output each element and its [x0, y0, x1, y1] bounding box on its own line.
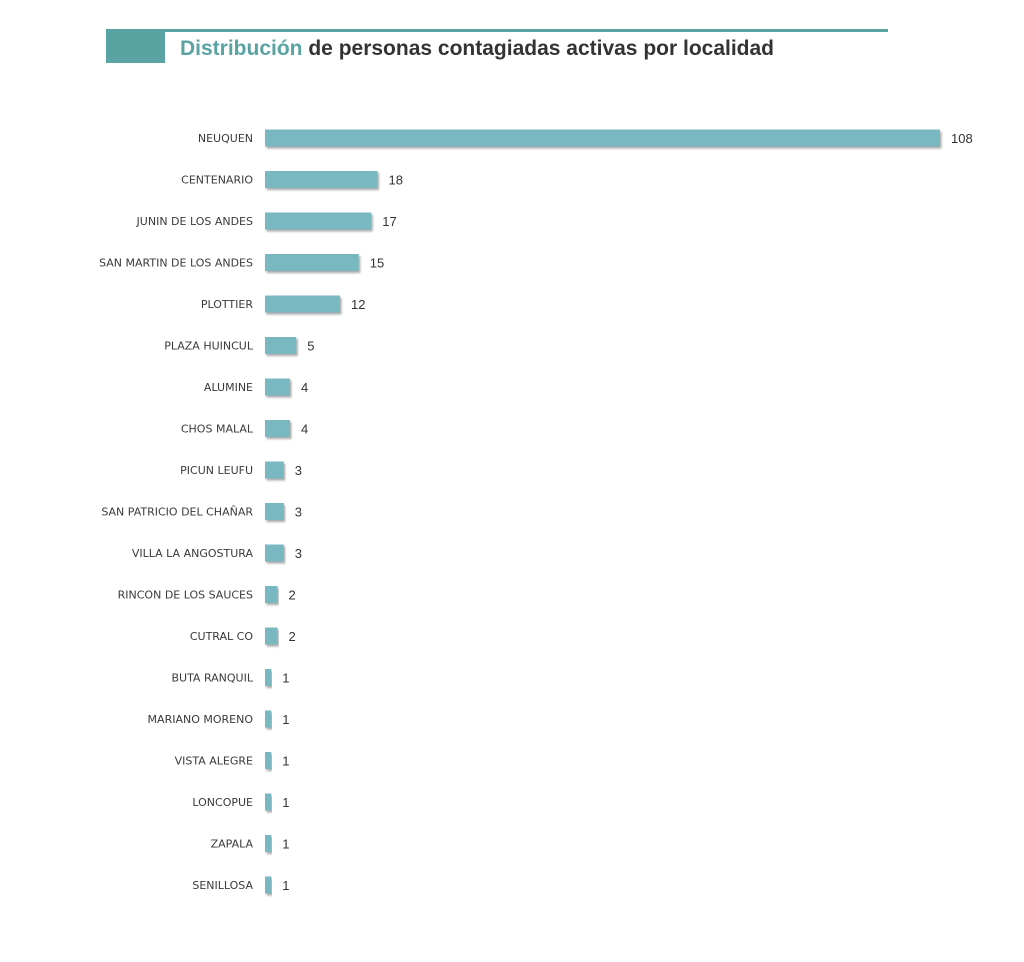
header-accent-block — [106, 32, 165, 63]
bar-san-patricio-del-chanar — [265, 503, 284, 520]
value-label-loncopue: 1 — [282, 795, 289, 810]
category-label-picun-leufu: PICUN LEUFU — [180, 464, 253, 477]
bar-mariano-moreno — [265, 710, 272, 728]
value-label-plottier: 12 — [351, 297, 365, 312]
category-label-neuquen: NEUQUEN — [198, 132, 253, 145]
category-label-mariano-moreno: MARIANO MORENO — [148, 713, 254, 726]
category-label-plaza-huincul: PLAZA HUINCUL — [164, 340, 254, 353]
category-label-vista-alegre: VISTA ALEGRE — [175, 755, 253, 768]
value-label-centenario: 18 — [389, 173, 403, 188]
bar-alumine — [265, 378, 290, 396]
bar-san-martin-de-los-andes — [265, 254, 359, 271]
value-label-chos-malal: 4 — [301, 422, 308, 437]
value-label-villa-la-angostura: 3 — [295, 546, 302, 561]
category-label-alumine: ALUMINE — [204, 381, 253, 394]
bar-zapala — [265, 835, 272, 852]
value-label-rincon-de-los-sauces: 2 — [289, 588, 296, 603]
bar-centenario — [265, 171, 378, 188]
category-label-villa-la-angostura: VILLA LA ANGOSTURA — [132, 547, 254, 560]
bar-villa-la-angostura — [265, 544, 284, 562]
value-label-cutral-co: 2 — [289, 629, 296, 644]
category-label-san-patricio-del-chanar: SAN PATRICIO DEL CHAÑAR — [101, 506, 253, 519]
bar-vista-alegre — [265, 752, 272, 769]
category-label-chos-malal: CHOS MALAL — [181, 423, 254, 436]
bar-cutral-co — [265, 627, 278, 645]
bar-junin-de-los-andes — [265, 212, 372, 230]
value-label-picun-leufu: 3 — [295, 463, 302, 478]
value-label-vista-alegre: 1 — [282, 754, 289, 769]
category-label-buta-ranquil: BUTA RANQUIL — [171, 672, 253, 685]
chart-title-rest: de personas contagiadas activas por loca… — [302, 37, 775, 60]
bar-buta-ranquil — [265, 669, 272, 686]
bar-plaza-huincul — [265, 337, 297, 354]
category-label-senillosa: SENILLOSA — [192, 879, 253, 892]
value-label-senillosa: 1 — [282, 878, 289, 893]
chart-title-highlight: Distribución — [180, 37, 303, 60]
category-label-rincon-de-los-sauces: RINCON DE LOS SAUCES — [118, 589, 253, 602]
bar-neuquen — [265, 129, 940, 147]
bars-group: NEUQUEN 108 CENTENARIO 18 JUNIN DE LOS ANDES… — [99, 129, 973, 894]
bar-loncopue — [265, 793, 272, 811]
category-label-loncopue: LONCOPUE — [192, 796, 253, 809]
bar-senillosa — [265, 876, 272, 894]
value-label-mariano-moreno: 1 — [282, 712, 289, 727]
category-label-junin-de-los-andes: JUNIN DE LOS ANDES — [136, 215, 253, 228]
header-rule — [106, 29, 888, 32]
value-label-junin-de-los-andes: 17 — [382, 214, 396, 229]
category-label-cutral-co: CUTRAL CO — [190, 630, 253, 643]
value-label-plaza-huincul: 5 — [307, 339, 314, 354]
category-label-centenario: CENTENARIO — [181, 174, 253, 187]
value-label-alumine: 4 — [301, 380, 308, 395]
value-label-san-martin-de-los-andes: 15 — [370, 256, 384, 271]
category-label-san-martin-de-los-andes: SAN MARTIN DE LOS ANDES — [99, 257, 253, 270]
value-label-neuquen: 108 — [951, 131, 973, 146]
bar-chos-malal — [265, 420, 290, 437]
value-label-san-patricio-del-chanar: 3 — [295, 505, 302, 520]
category-label-plottier: PLOTTIER — [201, 298, 253, 311]
bar-picun-leufu — [265, 461, 284, 479]
chart-title: Distribución de personas contagiadas act… — [180, 37, 774, 61]
value-label-zapala: 1 — [282, 837, 289, 852]
bar-plottier — [265, 295, 340, 313]
bar-rincon-de-los-sauces — [265, 586, 278, 603]
category-label-zapala: ZAPALA — [211, 838, 254, 851]
value-label-buta-ranquil: 1 — [282, 671, 289, 686]
